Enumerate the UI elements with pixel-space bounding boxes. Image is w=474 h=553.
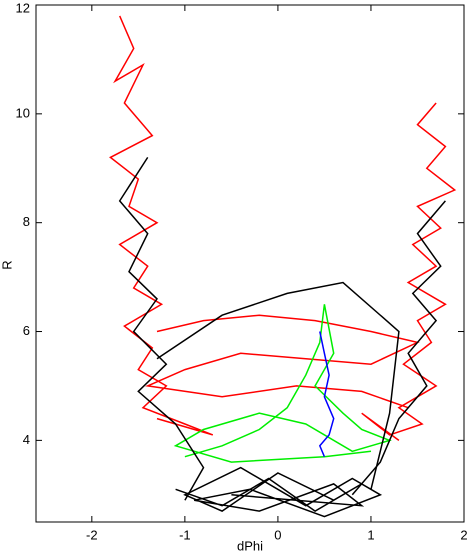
trajectory-line: [156, 281, 400, 490]
trajectory-line: [351, 200, 446, 496]
trajectory-line: [109, 15, 214, 436]
y-tick-label: 8: [23, 214, 30, 229]
trajectory-line: [118, 156, 205, 501]
y-tick-label: 6: [23, 323, 30, 338]
trajectory-line: [318, 331, 335, 457]
x-tick-label: 2: [460, 527, 467, 542]
plot-frame: [35, 4, 465, 523]
x-tick-label: 0: [274, 527, 281, 542]
trajectory-line: [173, 304, 392, 463]
y-tick-label: 4: [23, 432, 30, 447]
x-tick-label: -2: [86, 527, 98, 542]
x-tick-label: -1: [179, 527, 191, 542]
y-axis-label: R: [0, 260, 14, 269]
trajectory-line: [145, 314, 420, 409]
y-tick-label: 12: [16, 0, 30, 15]
x-axis-label: dPhi: [237, 538, 263, 553]
trajectory-line: [175, 466, 383, 518]
trajectory-line: [361, 102, 457, 442]
x-tick-label: 1: [367, 527, 374, 542]
y-tick-label: 10: [16, 105, 30, 120]
